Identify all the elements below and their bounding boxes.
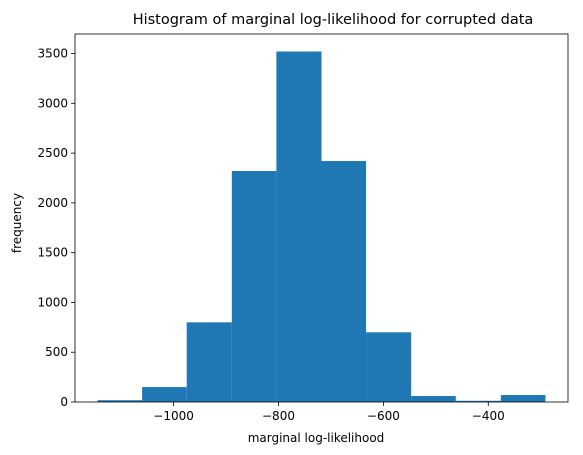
- histogram-bar: [97, 400, 143, 402]
- y-tick-label: 0: [60, 395, 68, 409]
- histogram-bar: [321, 161, 367, 402]
- histogram-bars: [97, 51, 546, 403]
- histogram-bar: [231, 171, 277, 402]
- y-tick-label: 1500: [37, 246, 68, 260]
- y-tick-label: 3000: [37, 96, 68, 110]
- y-tick-label: 1000: [37, 295, 68, 309]
- histogram-bar: [366, 332, 412, 402]
- x-tick-label: −600: [367, 409, 400, 423]
- x-axis-label: marginal log-likelihood: [248, 431, 385, 445]
- histogram-bar: [186, 322, 232, 402]
- x-axis-ticks: −1000 −800 −600 −400: [153, 402, 505, 423]
- y-axis-label: frequency: [10, 193, 24, 253]
- histogram-bar: [411, 396, 456, 402]
- histogram-bar: [455, 400, 501, 402]
- axes: [74, 33, 569, 403]
- histogram-bar: [142, 387, 187, 402]
- x-tick-label: −400: [472, 409, 505, 423]
- y-tick-label: 2500: [37, 146, 68, 160]
- x-tick-label: −800: [262, 409, 295, 423]
- y-axis-ticks: 0 500 1000 1500 2000 2500 3000 3500: [37, 47, 75, 409]
- histogram-bar: [500, 395, 546, 402]
- x-tick-label: −1000: [153, 409, 194, 423]
- histogram-bar: [276, 51, 322, 403]
- y-tick-label: 500: [45, 345, 68, 359]
- plot-frame: [74, 33, 569, 403]
- y-tick-label: 2000: [37, 196, 68, 210]
- y-tick-label: 3500: [37, 47, 68, 61]
- chart-title: Histogram of marginal log-likelihood for…: [133, 12, 534, 28]
